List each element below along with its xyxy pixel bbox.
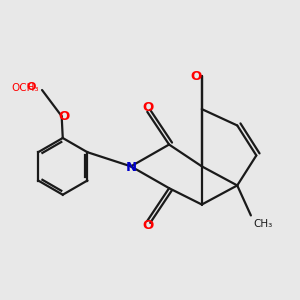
- Text: CH₃: CH₃: [254, 219, 273, 229]
- Text: O: O: [59, 110, 70, 123]
- Text: OCH₃: OCH₃: [12, 83, 39, 93]
- Text: O: O: [26, 82, 35, 92]
- Text: O: O: [143, 219, 154, 232]
- Text: O: O: [143, 101, 154, 114]
- Text: N: N: [125, 161, 136, 174]
- Text: O: O: [191, 70, 202, 83]
